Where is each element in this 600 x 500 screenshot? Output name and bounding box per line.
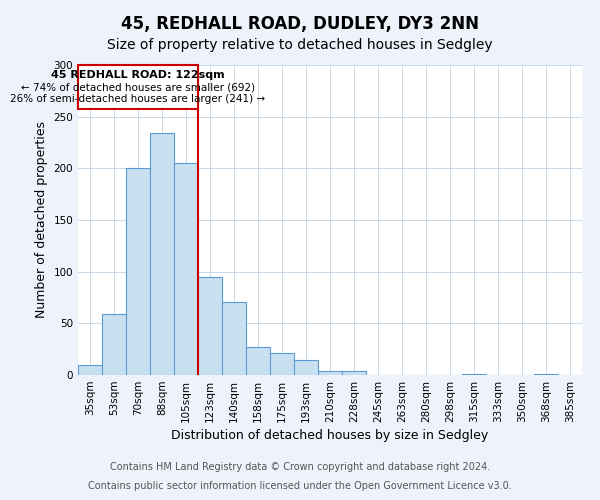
Bar	[318, 371, 342, 375]
Bar	[294, 360, 318, 375]
Text: 45, REDHALL ROAD, DUDLEY, DY3 2NN: 45, REDHALL ROAD, DUDLEY, DY3 2NN	[121, 15, 479, 33]
Bar	[534, 374, 558, 375]
Bar	[246, 347, 270, 375]
Text: Contains public sector information licensed under the Open Government Licence v3: Contains public sector information licen…	[88, 481, 512, 491]
Y-axis label: Number of detached properties: Number of detached properties	[35, 122, 48, 318]
Bar	[102, 314, 126, 375]
Text: Size of property relative to detached houses in Sedgley: Size of property relative to detached ho…	[107, 38, 493, 52]
Bar	[198, 277, 222, 375]
Bar	[150, 133, 174, 375]
X-axis label: Distribution of detached houses by size in Sedgley: Distribution of detached houses by size …	[172, 429, 488, 442]
Bar	[270, 354, 294, 375]
Bar	[78, 364, 102, 375]
Bar	[78, 65, 198, 110]
Bar	[174, 163, 198, 375]
Bar	[462, 374, 486, 375]
Text: 26% of semi-detached houses are larger (241) →: 26% of semi-detached houses are larger (…	[10, 94, 266, 104]
Text: ← 74% of detached houses are smaller (692): ← 74% of detached houses are smaller (69…	[21, 82, 255, 92]
Bar	[126, 168, 150, 375]
Text: 45 REDHALL ROAD: 122sqm: 45 REDHALL ROAD: 122sqm	[51, 70, 225, 80]
Bar	[342, 371, 366, 375]
Bar	[222, 302, 246, 375]
Text: Contains HM Land Registry data © Crown copyright and database right 2024.: Contains HM Land Registry data © Crown c…	[110, 462, 490, 472]
